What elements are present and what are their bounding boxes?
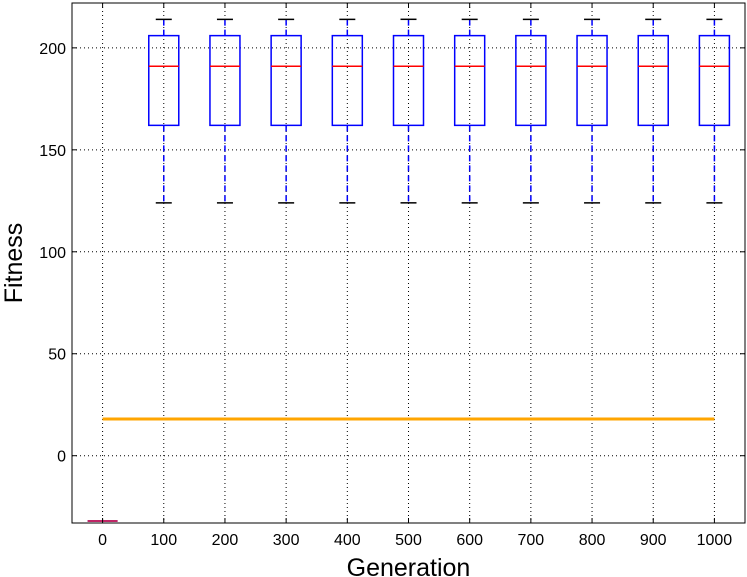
box-group — [331, 18, 364, 204]
x-tick-label: 300 — [273, 532, 300, 549]
box-rect — [331, 34, 364, 127]
x-tick-label: 200 — [212, 532, 239, 549]
x-axis-label: Generation — [347, 554, 471, 577]
x-tick-label: 400 — [334, 532, 361, 549]
x-tick-label: 900 — [640, 532, 667, 549]
box-group — [209, 18, 241, 204]
box-rect — [576, 34, 608, 127]
x-tick-label: 600 — [456, 532, 483, 549]
box-group — [270, 18, 302, 204]
x-tick-label: 1000 — [697, 532, 733, 549]
x-tick-label: 700 — [518, 532, 545, 549]
box-group — [698, 18, 731, 204]
x-tick-label: 100 — [150, 532, 177, 549]
box-group — [148, 18, 180, 204]
y-tick-label: 0 — [57, 449, 66, 466]
box-group — [392, 18, 425, 204]
y-tick-label: 100 — [39, 245, 66, 262]
x-tick-label: 800 — [579, 532, 606, 549]
box-group — [637, 18, 669, 204]
plot-frame — [71, 2, 746, 524]
box-group — [576, 18, 608, 204]
y-axis-label: Fitness — [0, 223, 28, 304]
box-rect — [209, 34, 241, 127]
ticks-layer: 0 100 200 300 400 500 600 700 800 900 1000 0 50 100 15… — [39, 3, 745, 549]
y-tick-label: 200 — [39, 41, 66, 58]
box-rect — [148, 34, 180, 127]
y-tick-label: 150 — [39, 143, 66, 160]
boxes-layer — [87, 18, 731, 522]
box-group — [515, 18, 547, 204]
box-rect — [698, 34, 731, 127]
box-rect — [270, 34, 302, 127]
box-rect — [637, 34, 669, 127]
box-rect — [453, 34, 486, 127]
box-rect — [392, 34, 425, 127]
box-rect — [515, 34, 547, 127]
x-tick-label: 500 — [395, 532, 422, 549]
box-group — [453, 18, 486, 204]
x-tick-label: 0 — [98, 532, 107, 549]
y-tick-label: 50 — [48, 347, 66, 364]
